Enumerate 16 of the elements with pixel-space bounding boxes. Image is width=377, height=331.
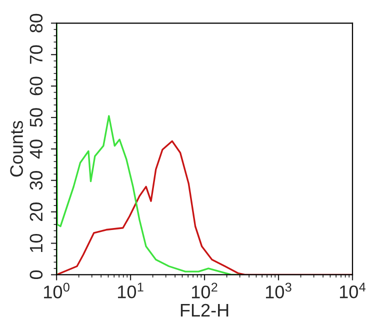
y-tick-label: 50	[30, 108, 43, 127]
y-tick-label: 40	[30, 140, 43, 159]
y-tick-label: 0	[30, 270, 43, 280]
x-tick-label: 10$^{4}$	[340, 282, 366, 298]
y-tick-label: 30	[30, 171, 43, 190]
x-tick-label: 10$^{1}$	[118, 282, 144, 298]
x-tick-label: 10$^{3}$	[266, 282, 292, 298]
y-tick-label: 70	[30, 45, 43, 64]
y-tick-label: 80	[30, 14, 43, 32]
y-tick-label: 10	[30, 234, 43, 252]
y-axis-title: Counts	[10, 120, 23, 177]
x-axis-title: FL2-H	[180, 304, 228, 316]
x-tick-label: 10$^{2}$	[192, 282, 218, 298]
y-tick-label: 20	[30, 202, 43, 221]
y-tick-label: 60	[30, 76, 43, 96]
x-tick-label: 10$^{0}$	[44, 282, 70, 298]
